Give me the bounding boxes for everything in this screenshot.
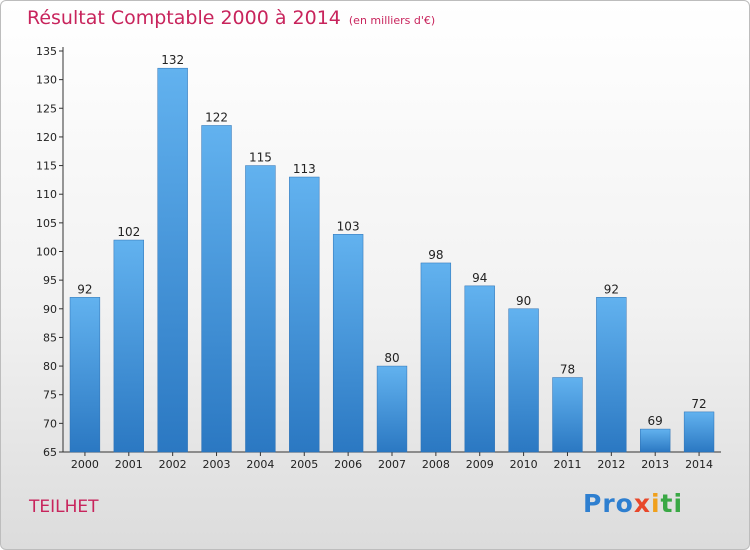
- bar-value-label: 98: [428, 248, 443, 262]
- x-tick-label: 2014: [685, 458, 713, 471]
- bar-value-label: 122: [205, 110, 228, 124]
- x-tick-label: 2011: [553, 458, 581, 471]
- bar-value-label: 90: [516, 294, 531, 308]
- bar-value-label: 92: [77, 282, 92, 296]
- bar: [464, 285, 495, 453]
- bar-value-label: 115: [249, 151, 272, 165]
- y-tick-label: 105: [36, 217, 57, 230]
- y-tick-label: 90: [43, 303, 57, 316]
- bar: [245, 165, 276, 453]
- bar-value-label: 132: [161, 53, 184, 67]
- y-tick-label: 110: [36, 188, 57, 201]
- commune-name: TEILHET: [29, 497, 99, 517]
- bar: [640, 428, 671, 453]
- bar-value-label: 103: [337, 219, 360, 233]
- x-tick-label: 2006: [334, 458, 362, 471]
- chart-title: Résultat Comptable 2000 à 2014 (en millie…: [27, 7, 435, 29]
- proxiti-logo: Proxiti: [583, 489, 683, 518]
- logo-part-4: ti: [660, 489, 684, 518]
- y-tick-label: 80: [43, 360, 57, 373]
- x-tick-label: 2002: [159, 458, 187, 471]
- x-tick-label: 2007: [378, 458, 406, 471]
- bar: [420, 262, 452, 453]
- y-tick-label: 115: [36, 160, 57, 173]
- bar: [69, 297, 101, 453]
- bar-value-label: 80: [384, 351, 399, 365]
- bar: [332, 234, 364, 453]
- bar: [201, 125, 232, 453]
- bar-value-label: 113: [293, 162, 316, 176]
- y-tick-label: 75: [43, 389, 57, 402]
- logo-part-3: i: [650, 489, 661, 518]
- y-tick-label: 65: [43, 446, 57, 459]
- bar-value-label: 69: [648, 414, 663, 428]
- x-tick-label: 2001: [115, 458, 143, 471]
- bar: [113, 239, 144, 453]
- y-tick-label: 85: [43, 331, 57, 344]
- y-tick-label: 100: [36, 246, 57, 259]
- x-tick-label: 2004: [246, 458, 274, 471]
- bar: [289, 176, 320, 453]
- x-tick-label: 2008: [422, 458, 450, 471]
- bar: [376, 365, 408, 453]
- chart-subtitle: (en milliers d'€): [348, 14, 436, 27]
- y-tick-label: 125: [36, 102, 57, 115]
- bar: [508, 308, 539, 453]
- chart-title-text: Résultat Comptable 2000 à 2014: [27, 7, 341, 29]
- x-tick-label: 2000: [71, 458, 99, 471]
- bar-value-label: 78: [560, 363, 575, 377]
- x-tick-label: 2003: [203, 458, 231, 471]
- bar: [596, 297, 627, 453]
- x-tick-label: 2010: [510, 458, 538, 471]
- y-tick-label: 135: [36, 45, 57, 58]
- bar-value-label: 94: [472, 271, 487, 285]
- bar-value-label: 92: [604, 282, 619, 296]
- bar-value-label: 102: [117, 225, 140, 239]
- y-tick-label: 120: [36, 131, 57, 144]
- bar: [552, 377, 583, 453]
- y-tick-label: 130: [36, 74, 57, 87]
- x-tick-label: 2005: [290, 458, 318, 471]
- x-tick-label: 2012: [597, 458, 625, 471]
- x-tick-label: 2009: [466, 458, 494, 471]
- bar-value-label: 72: [691, 397, 706, 411]
- bar: [683, 411, 715, 453]
- x-tick-label: 2013: [641, 458, 669, 471]
- logo-part-2: x: [633, 489, 651, 518]
- y-tick-label: 70: [43, 417, 57, 430]
- logo-part-1: Pro: [583, 489, 634, 518]
- bar: [157, 67, 188, 453]
- y-tick-label: 95: [43, 274, 57, 287]
